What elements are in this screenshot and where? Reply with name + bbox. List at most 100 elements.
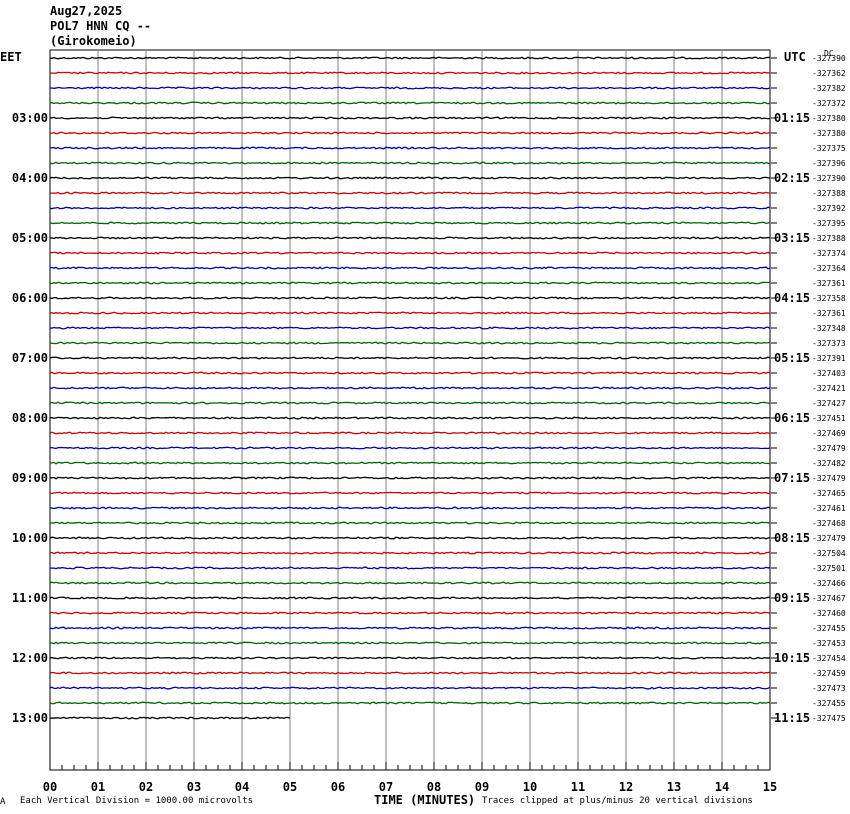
left-hour-label-04:00: 04:00: [12, 171, 48, 185]
right-hour-label-04:15: 04:15: [774, 291, 810, 305]
trace-12: [49, 221, 771, 225]
dc-offset-26: -327469: [812, 429, 846, 438]
x-tick-label-03: 03: [187, 780, 201, 794]
dc-offset-32: -327468: [812, 519, 846, 528]
trace-3: [50, 86, 771, 90]
trace-24: [49, 401, 771, 405]
grid: [49, 49, 771, 771]
trace-2: [49, 71, 771, 75]
trace-10: [49, 191, 771, 195]
x-tick-label-10: 10: [523, 780, 537, 794]
trace-32: [49, 521, 771, 525]
x-axis-label: TIME (MINUTES): [374, 793, 476, 807]
trace-14: [49, 251, 771, 255]
trace-23: [49, 386, 771, 390]
scale-note: Each Vertical Division = 1000.00 microvo…: [20, 796, 253, 806]
trace-39: [49, 626, 771, 630]
trace-30: [49, 491, 771, 495]
dc-offset-27: -327479: [812, 444, 846, 453]
dc-offset-14: -327374: [812, 249, 846, 258]
trace-21: [49, 356, 771, 360]
trace-25: [49, 416, 771, 420]
left-timezone-label: EET: [0, 50, 22, 64]
trace-19: [49, 326, 771, 330]
x-tick-label-02: 02: [139, 780, 153, 794]
dc-offset-41: -327454: [812, 654, 846, 663]
left-hour-label-12:00: 12:00: [12, 651, 48, 665]
dc-offset-13: -327388: [812, 234, 846, 243]
left-hour-label-09:00: 09:00: [12, 471, 48, 485]
dc-offset-35: -327501: [812, 564, 846, 573]
trace-22: [49, 371, 771, 375]
dc-offset-28: -327482: [812, 459, 846, 468]
dc-offset-16: -327361: [812, 279, 846, 288]
dc-offset-5: -327380: [812, 114, 846, 123]
header-location: (Girokomeio): [50, 34, 137, 48]
corner-mark: A: [0, 797, 6, 807]
dc-offset-20: -327373: [812, 339, 846, 348]
left-hour-label-06:00: 06:00: [12, 291, 48, 305]
dc-offset-33: -327479: [812, 534, 846, 543]
right-hour-label-03:15: 03:15: [774, 231, 810, 245]
x-tick-label-06: 06: [331, 780, 345, 794]
trace-4: [49, 101, 771, 105]
clip-note: Traces clipped at plus/minus 20 vertical…: [482, 796, 753, 806]
x-tick-label-07: 07: [379, 780, 393, 794]
trace-31: [49, 506, 771, 510]
dc-offset-6: -327380: [812, 129, 846, 138]
x-tick-label-15: 15: [763, 780, 777, 794]
dc-offset-45: -327475: [812, 714, 846, 723]
trace-7: [49, 146, 771, 150]
dc-offset-4: -327372: [812, 99, 846, 108]
dc-offset-8: -327396: [812, 159, 846, 168]
dc-offset-17: -327358: [812, 294, 846, 303]
dc-offset-24: -327427: [812, 399, 846, 408]
x-tick-label-00: 00: [43, 780, 57, 794]
trace-37: [49, 596, 771, 600]
trace-44: [49, 701, 771, 705]
trace-41: [49, 656, 771, 660]
trace-18: [49, 311, 771, 315]
x-tick-label-01: 01: [91, 780, 105, 794]
trace-34: [49, 551, 771, 555]
dc-offset-1: -327390: [812, 54, 846, 63]
dc-offset-31: -327461: [812, 504, 846, 513]
dc-offset-11: -327392: [812, 204, 846, 213]
trace-42: [49, 671, 771, 675]
right-hour-label-10:15: 10:15: [774, 651, 810, 665]
right-hour-label-05:15: 05:15: [774, 351, 810, 365]
dc-offset-10: -327388: [812, 189, 846, 198]
right-hour-label-02:15: 02:15: [774, 171, 810, 185]
dc-offset-43: -327473: [812, 684, 846, 693]
trace-13: [49, 236, 771, 240]
header-station: POL7 HNN CQ --: [50, 19, 152, 33]
trace-33: [49, 536, 771, 540]
dc-offset-21: -327391: [812, 354, 846, 363]
dc-offset-37: -327467: [812, 594, 846, 603]
trace-35: [49, 566, 771, 570]
left-hour-label-07:00: 07:00: [12, 351, 48, 365]
trace-40: [49, 641, 771, 645]
trace-1: [49, 56, 771, 60]
dc-offset-19: -327348: [812, 324, 846, 333]
dc-offset-40: -327453: [812, 639, 846, 648]
dc-offset-36: -327466: [812, 579, 846, 588]
dc-offset-29: -327479: [812, 474, 846, 483]
x-tick-label-14: 14: [715, 780, 729, 794]
dc-offset-2: -327362: [812, 69, 846, 78]
dc-unit-label: DC: [824, 49, 834, 58]
dc-offset-42: -327459: [812, 669, 846, 678]
trace-27: [49, 446, 771, 450]
x-tick-label-05: 05: [283, 780, 297, 794]
dc-offset-44: -327455: [812, 699, 846, 708]
left-hour-label-13:00: 13:00: [12, 711, 48, 725]
dc-offset-38: -327460: [812, 609, 846, 618]
trace-17: [49, 296, 771, 300]
trace-45: [49, 716, 291, 720]
dc-offset-3: -327382: [812, 84, 846, 93]
dc-offset-7: -327375: [812, 144, 846, 153]
dc-offset-22: -327403: [812, 369, 846, 378]
trace-16: [49, 281, 771, 285]
x-tick-label-04: 04: [235, 780, 249, 794]
trace-26: [49, 431, 771, 435]
